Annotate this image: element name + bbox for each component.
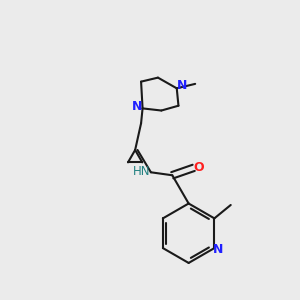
Text: O: O	[194, 161, 204, 174]
Text: N: N	[213, 243, 223, 256]
Text: HN: HN	[133, 165, 151, 178]
Text: N: N	[177, 79, 187, 92]
Text: N: N	[132, 100, 142, 112]
